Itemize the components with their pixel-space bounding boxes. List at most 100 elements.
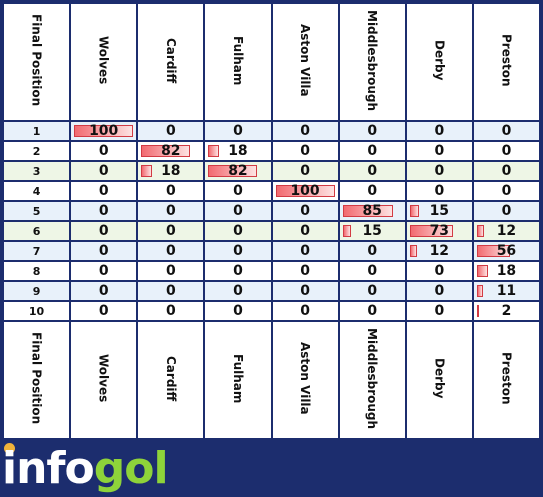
table-row: 9 0 0 0 0 0 0 11 (1, 280, 542, 302)
position-cell: 7 (1, 240, 72, 262)
probability-value: 0 (233, 223, 243, 239)
position-cell: 3 (1, 160, 72, 182)
probability-value: 11 (496, 283, 517, 299)
probability-cell: 56 (471, 240, 542, 262)
probability-cell: 0 (69, 300, 139, 322)
probability-cell: 12 (471, 220, 542, 242)
probability-value: 0 (233, 283, 243, 299)
probability-cell: 100 (270, 180, 340, 202)
table-row: 2 0 82 18 0 0 0 0 (1, 140, 542, 162)
probability-value: 85 (362, 203, 382, 219)
probability-cell: 0 (337, 140, 407, 162)
probability-value: 82 (161, 143, 181, 159)
position-cell: 10 (1, 300, 72, 322)
probability-value: 0 (165, 123, 176, 139)
probability-cell: 18 (136, 160, 206, 182)
table-body: 1 100 0 0 0 0 0 0 2 0 82 18 0 0 0 0 3 0 18 82 0 0 0 0 4 0 0 0 100 0 0 0… (1, 120, 542, 322)
probability-cell: 15 (337, 220, 407, 242)
probability-value: 0 (367, 183, 378, 199)
probability-cell: 0 (471, 160, 542, 182)
probability-cell: 0 (69, 180, 139, 202)
probability-value: 0 (300, 143, 310, 159)
position-cell: 9 (1, 280, 72, 302)
footer-team-middlesbrough: Middlesbrough (337, 320, 407, 440)
probability-cell: 0 (270, 220, 340, 242)
probability-value: 0 (367, 283, 378, 299)
probability-bar (275, 185, 335, 197)
probability-cell: 0 (471, 180, 542, 202)
probability-cell: 15 (404, 200, 474, 222)
probability-cell: 0 (404, 180, 474, 202)
probability-value: 0 (501, 123, 512, 139)
footer-team-aston-villa: Aston Villa (270, 320, 340, 440)
probability-value: 0 (367, 263, 378, 279)
probability-cell: 0 (203, 180, 273, 202)
probability-value: 0 (434, 143, 445, 159)
probability-value: 0 (434, 263, 445, 279)
header-team-fulham: Fulham (203, 2, 273, 122)
final-position-table: Final Position Wolves Cardiff Fulham Ast… (1, 2, 542, 440)
table-row: 6 0 0 0 0 15 73 12 (1, 220, 542, 242)
probability-cell: 0 (69, 200, 139, 222)
probability-bar (141, 145, 190, 157)
footer-final-position: Final Position (1, 320, 72, 440)
probability-cell: 0 (203, 300, 273, 322)
position-cell: 8 (1, 260, 72, 282)
probability-bar (208, 165, 257, 177)
probability-value: 0 (367, 143, 378, 159)
probability-value: 0 (165, 183, 176, 199)
probability-value: 0 (233, 183, 243, 199)
probability-cell: 0 (337, 300, 407, 322)
probability-value: 0 (300, 163, 310, 179)
probability-cell: 0 (270, 280, 340, 302)
probability-cell: 100 (69, 120, 139, 142)
probability-value: 0 (233, 203, 243, 219)
probability-cell: 0 (69, 280, 139, 302)
probability-cell: 0 (69, 220, 139, 242)
position-cell: 6 (1, 220, 72, 242)
probability-bar (476, 285, 484, 297)
probability-cell: 0 (404, 160, 474, 182)
probability-value: 0 (233, 243, 243, 259)
position-cell: 4 (1, 180, 72, 202)
header-row-top: Final Position Wolves Cardiff Fulham Ast… (1, 2, 542, 122)
position-cell: 1 (1, 120, 72, 142)
probability-cell: 0 (270, 260, 340, 282)
table-row: 8 0 0 0 0 0 0 18 (1, 260, 542, 282)
probability-cell: 0 (471, 140, 542, 162)
probability-cell: 82 (136, 140, 206, 162)
probability-value: 0 (367, 163, 378, 179)
probability-bar (208, 145, 220, 157)
probability-cell: 0 (337, 160, 407, 182)
table-row: 7 0 0 0 0 0 12 56 (1, 240, 542, 262)
probability-cell: 0 (404, 120, 474, 142)
probability-bar (476, 265, 488, 277)
probability-value: 0 (367, 303, 378, 319)
probability-cell: 0 (136, 260, 206, 282)
probability-cell: 0 (471, 200, 542, 222)
probability-cell: 0 (136, 220, 206, 242)
probability-value: 0 (300, 263, 310, 279)
footer-team-derby: Derby (404, 320, 474, 440)
probability-cell: 0 (136, 200, 206, 222)
header-team-cardiff: Cardiff (136, 2, 206, 122)
football-icon (4, 443, 15, 454)
probability-value: 0 (300, 243, 310, 259)
probability-value: 0 (300, 123, 310, 139)
probability-cell: 0 (203, 200, 273, 222)
probability-cell: 0 (69, 260, 139, 282)
probability-value: 0 (165, 243, 176, 259)
probability-value: 0 (165, 283, 176, 299)
probability-value: 0 (98, 163, 109, 179)
header-team-aston-villa: Aston Villa (270, 2, 340, 122)
probability-cell: 85 (337, 200, 407, 222)
probability-value: 18 (228, 143, 248, 159)
infogol-logo: info gol (2, 440, 169, 497)
probability-value: 0 (367, 243, 378, 259)
probability-cell: 18 (203, 140, 273, 162)
probability-cell: 0 (471, 120, 542, 142)
table-row: 4 0 0 0 100 0 0 0 (1, 180, 542, 202)
probability-value: 0 (434, 163, 445, 179)
probability-value: 0 (233, 303, 243, 319)
